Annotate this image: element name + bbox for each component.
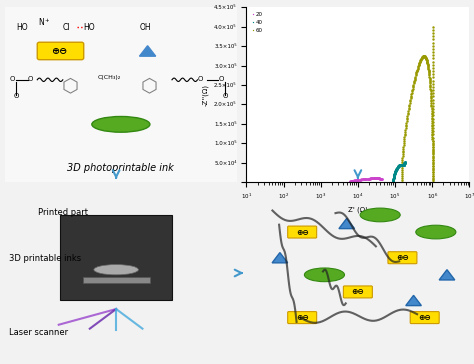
Y-axis label: -Z''(Ω): -Z''(Ω) [202,84,209,106]
Text: ⊕⊖: ⊕⊖ [51,46,67,56]
20 [379,177,384,181]
Text: ⬡: ⬡ [140,76,157,95]
Text: 3D photoprintable ink: 3D photoprintable ink [67,163,174,173]
Text: ⊕⊖: ⊕⊖ [352,288,364,296]
40 [402,160,408,164]
FancyBboxPatch shape [288,226,317,238]
Text: O: O [198,76,203,82]
60 [429,128,435,132]
Text: O: O [28,76,33,82]
Bar [60,215,172,301]
Text: 3D printable inks: 3D printable inks [9,254,82,263]
Text: Printed part: Printed part [38,208,88,217]
FancyBboxPatch shape [343,286,373,298]
20 [373,176,378,181]
Ellipse shape [360,208,400,222]
60 [430,56,436,60]
Ellipse shape [416,225,456,239]
40 [400,163,405,167]
Text: Cl: Cl [63,23,70,32]
Ellipse shape [304,268,345,282]
Text: HO: HO [16,23,28,32]
40 [391,180,396,184]
20 [347,180,353,184]
Ellipse shape [94,265,138,275]
60 [399,180,404,184]
FancyBboxPatch shape [388,252,417,264]
60 [421,54,427,58]
Ellipse shape [92,116,150,132]
Polygon shape [339,218,355,229]
Text: C(CH₃)₂: C(CH₃)₂ [98,75,121,80]
Polygon shape [139,46,155,56]
Text: $\mathsf{N}^+$: $\mathsf{N}^+$ [38,17,51,28]
Text: ⊕⊖: ⊕⊖ [419,313,431,322]
20 [363,177,369,181]
40 [401,162,407,166]
20 [377,177,383,181]
Legend: 20, 40, 60: 20, 40, 60 [249,10,264,35]
X-axis label: Z' (Ω): Z' (Ω) [348,207,368,213]
Text: ⊕⊖: ⊕⊖ [296,313,309,322]
FancyBboxPatch shape [288,312,317,324]
Text: Laser scanner: Laser scanner [9,328,68,337]
Text: OH: OH [139,23,151,32]
Text: ⬡: ⬡ [61,76,78,95]
20 [369,176,375,181]
Text: O: O [223,93,228,99]
Text: HO: HO [84,23,95,32]
40 [397,163,403,167]
Bar [82,277,149,283]
Text: O: O [14,93,19,99]
Line: 60: 60 [401,25,434,183]
60 [428,84,433,88]
20 [369,176,374,181]
FancyBboxPatch shape [37,42,84,60]
FancyBboxPatch shape [410,312,439,324]
Polygon shape [272,253,288,263]
40 [391,178,396,182]
20 [372,176,377,181]
40 [401,161,407,166]
Polygon shape [406,295,421,306]
60 [430,24,436,29]
20 [371,176,376,181]
Line: 20: 20 [348,177,383,183]
60 [406,104,412,108]
FancyBboxPatch shape [1,5,240,185]
Polygon shape [439,270,455,280]
40 [401,162,407,167]
Text: O: O [219,76,224,82]
Text: ⊕⊖: ⊕⊖ [296,228,309,237]
Text: O: O [9,76,15,82]
Text: ⊕⊖: ⊕⊖ [396,253,409,262]
Line: 40: 40 [392,161,406,183]
60 [422,54,428,59]
